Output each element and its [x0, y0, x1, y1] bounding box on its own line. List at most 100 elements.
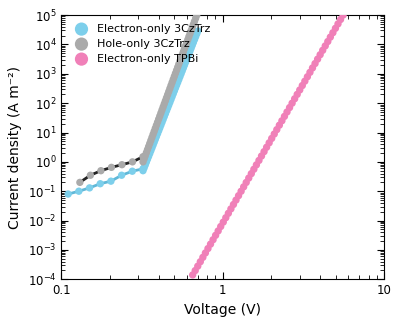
Electron-only 3CzTrz: [190, 40, 196, 45]
Electron-only TPBi: [207, 241, 214, 247]
Electron-only TPBi: [233, 198, 239, 203]
Hole-only 3CzTrz: [143, 150, 150, 155]
Electron-only 3CzTrz: [143, 160, 150, 165]
Hole-only 3CzTrz: [191, 19, 198, 24]
Electron-only TPBi: [320, 48, 326, 53]
Electron-only TPBi: [276, 123, 282, 128]
Electron-only TPBi: [220, 219, 226, 225]
Electron-only 3CzTrz: [160, 117, 166, 122]
Hole-only 3CzTrz: [162, 98, 168, 103]
Electron-only TPBi: [256, 158, 262, 163]
Hole-only 3CzTrz: [168, 83, 174, 88]
Electron-only 3CzTrz: [144, 157, 151, 162]
Hole-only 3CzTrz: [152, 126, 158, 131]
Electron-only 3CzTrz: [174, 80, 181, 85]
Hole-only 3CzTrz: [172, 71, 179, 76]
Hole-only 3CzTrz: [184, 40, 190, 46]
Electron-only TPBi: [314, 57, 321, 62]
Electron-only TPBi: [294, 92, 300, 97]
Electron-only 3CzTrz: [181, 63, 188, 68]
Electron-only TPBi: [345, 4, 351, 9]
Electron-only TPBi: [223, 215, 229, 220]
Hole-only 3CzTrz: [146, 141, 153, 146]
Hole-only 3CzTrz: [144, 147, 151, 152]
Hole-only 3CzTrz: [182, 43, 189, 48]
Electron-only TPBi: [258, 153, 265, 159]
Hole-only 3CzTrz: [171, 74, 178, 79]
Electron-only 3CzTrz: [187, 48, 193, 54]
Electron-only TPBi: [238, 189, 244, 194]
Electron-only TPBi: [192, 268, 198, 273]
Electron-only TPBi: [335, 21, 341, 27]
Electron-only TPBi: [264, 145, 270, 150]
Hole-only 3CzTrz: [148, 138, 154, 143]
Hole-only 3CzTrz: [177, 58, 183, 64]
Electron-only TPBi: [197, 259, 204, 264]
Electron-only TPBi: [348, 0, 354, 5]
Hole-only 3CzTrz: [108, 165, 115, 170]
Hole-only 3CzTrz: [188, 28, 194, 33]
Hole-only 3CzTrz: [186, 34, 192, 39]
Electron-only TPBi: [304, 74, 310, 79]
Hole-only 3CzTrz: [192, 16, 199, 21]
Electron-only TPBi: [292, 96, 298, 101]
Electron-only 3CzTrz: [192, 34, 199, 39]
Electron-only TPBi: [284, 110, 290, 115]
Hole-only 3CzTrz: [166, 89, 172, 94]
Hole-only 3CzTrz: [174, 65, 181, 70]
Electron-only TPBi: [228, 206, 234, 212]
Legend: Electron-only 3CzTrz, Hole-only 3CzTrz, Electron-only TPBi: Electron-only 3CzTrz, Hole-only 3CzTrz, …: [67, 21, 214, 67]
Hole-only 3CzTrz: [151, 129, 157, 134]
Electron-only 3CzTrz: [140, 168, 146, 173]
Electron-only 3CzTrz: [86, 185, 93, 190]
Electron-only 3CzTrz: [177, 74, 183, 79]
Electron-only 3CzTrz: [129, 169, 136, 174]
Electron-only TPBi: [307, 70, 313, 75]
Electron-only TPBi: [286, 105, 293, 110]
Electron-only 3CzTrz: [162, 111, 168, 116]
Electron-only 3CzTrz: [76, 188, 82, 194]
Electron-only 3CzTrz: [150, 142, 156, 148]
Electron-only TPBi: [235, 193, 242, 198]
Electron-only 3CzTrz: [171, 88, 178, 94]
Electron-only 3CzTrz: [194, 31, 200, 36]
Electron-only TPBi: [324, 39, 331, 44]
Hole-only 3CzTrz: [195, 10, 201, 15]
Electron-only TPBi: [289, 100, 295, 106]
Hole-only 3CzTrz: [178, 56, 184, 61]
Hole-only 3CzTrz: [161, 101, 168, 107]
Hole-only 3CzTrz: [181, 46, 188, 51]
Hole-only 3CzTrz: [98, 168, 104, 173]
Electron-only 3CzTrz: [151, 140, 157, 145]
Y-axis label: Current density (A m⁻²): Current density (A m⁻²): [8, 66, 22, 229]
Electron-only 3CzTrz: [154, 131, 161, 136]
Electron-only 3CzTrz: [146, 151, 153, 156]
Electron-only 3CzTrz: [173, 83, 180, 88]
Electron-only TPBi: [279, 118, 285, 124]
Hole-only 3CzTrz: [163, 95, 170, 100]
Electron-only 3CzTrz: [189, 43, 196, 48]
Electron-only TPBi: [266, 140, 272, 145]
Hole-only 3CzTrz: [150, 132, 156, 137]
Electron-only TPBi: [302, 79, 308, 84]
Electron-only 3CzTrz: [166, 103, 172, 108]
Electron-only TPBi: [205, 246, 211, 251]
Electron-only 3CzTrz: [108, 178, 114, 184]
Electron-only 3CzTrz: [65, 191, 71, 197]
Electron-only 3CzTrz: [163, 108, 170, 113]
Electron-only 3CzTrz: [164, 105, 171, 110]
Hole-only 3CzTrz: [167, 86, 173, 91]
Hole-only 3CzTrz: [156, 113, 163, 119]
Electron-only TPBi: [317, 52, 323, 57]
Electron-only 3CzTrz: [178, 71, 184, 76]
Electron-only TPBi: [296, 87, 303, 93]
Electron-only TPBi: [330, 30, 336, 35]
Electron-only TPBi: [248, 171, 254, 176]
Hole-only 3CzTrz: [129, 159, 136, 164]
Electron-only TPBi: [200, 255, 206, 260]
Hole-only 3CzTrz: [142, 153, 148, 158]
Hole-only 3CzTrz: [179, 52, 185, 58]
Electron-only TPBi: [243, 180, 250, 185]
Electron-only TPBi: [312, 61, 318, 66]
Electron-only 3CzTrz: [184, 57, 190, 62]
